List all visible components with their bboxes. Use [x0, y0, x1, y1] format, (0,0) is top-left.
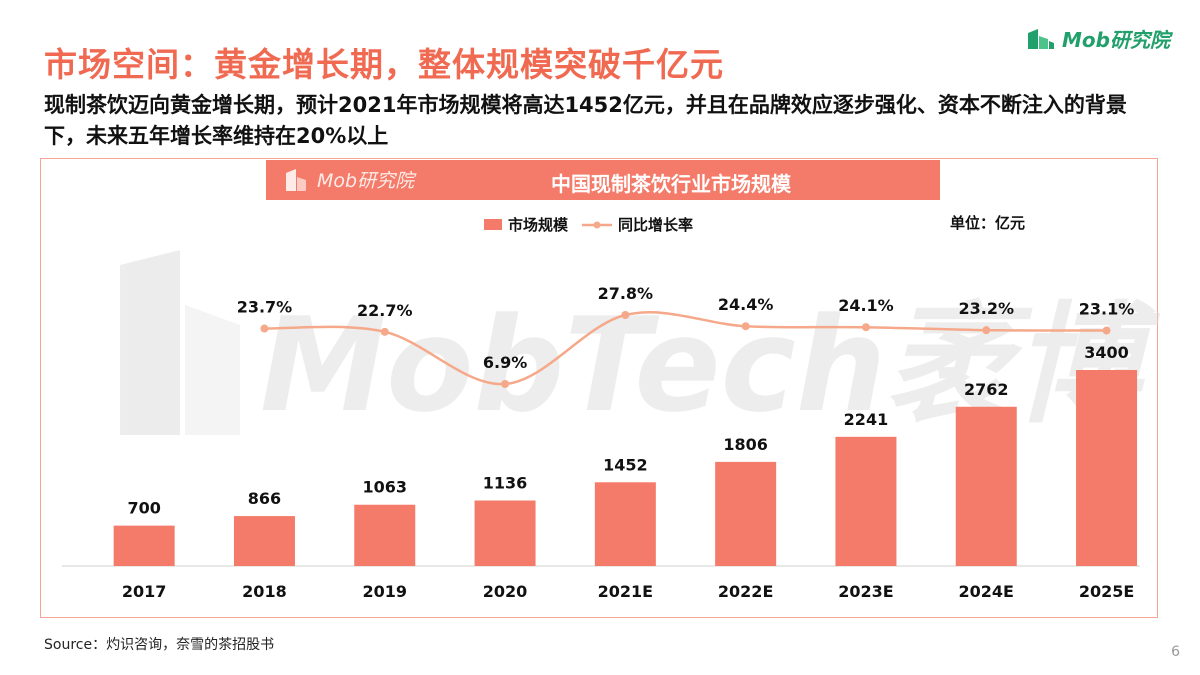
- bar-2025E: [1076, 370, 1138, 566]
- page-title: 市场空间：黄金增长期，整体规模突破千亿元: [44, 45, 724, 84]
- x-tick-2022E: 2022E: [718, 582, 773, 601]
- x-tick-2023E: 2023E: [838, 582, 893, 601]
- bar-2022E: [715, 461, 777, 566]
- growth-point-2019: [380, 327, 389, 336]
- growth-point-2023E: [861, 323, 870, 332]
- x-tick-2024E: 2024E: [959, 582, 1014, 601]
- bar-label-2018: 866: [248, 489, 281, 508]
- bar-2023E: [835, 436, 897, 566]
- legend-bar-swatch: [484, 219, 502, 230]
- bar-2018: [233, 516, 295, 566]
- growth-label-2022E: 24.4%: [718, 295, 774, 314]
- bar-label-2024E: 2762: [964, 380, 1009, 399]
- watermark-building-icon: [120, 250, 240, 435]
- growth-rate-line: [264, 311, 1107, 386]
- bar-2017: [113, 525, 175, 566]
- bar-label-2017: 700: [127, 499, 160, 518]
- growth-point-2025E: [1102, 326, 1111, 335]
- growth-point-2022E: [741, 322, 750, 331]
- x-tick-2020: 2020: [483, 582, 528, 601]
- mob-logo-icon: [1028, 28, 1055, 49]
- banner-mob-logo-icon: [286, 168, 306, 191]
- growth-label-2019: 22.7%: [357, 301, 413, 320]
- bar-2021E: [594, 482, 656, 566]
- bar-2019: [354, 504, 416, 566]
- x-tick-2025E: 2025E: [1079, 582, 1134, 601]
- bar-label-2022E: 1806: [723, 435, 768, 454]
- unit-label: 单位：亿元: [950, 214, 1026, 232]
- growth-label-2021E: 27.8%: [598, 284, 654, 303]
- banner-logo-text: Mob研究院: [317, 170, 415, 192]
- growth-label-2023E: 24.1%: [838, 296, 894, 315]
- legend-label-growth-rate: 同比增长率: [618, 216, 694, 234]
- bar-label-2023E: 2241: [844, 410, 889, 429]
- market-size-chart: 700 2017 866 2018 1063 2019 1136 2020 1452 2021E 1…: [62, 284, 1140, 601]
- logo-text: Mob研究院: [1062, 28, 1170, 52]
- page-subtitle: 现制茶饮迈向黄金增长期，预计2021年市场规模将高达1452亿元，并且在品牌效应…: [44, 93, 1127, 148]
- bar-label-2020: 1136: [483, 474, 528, 493]
- banner-logo: Mob研究院: [284, 166, 414, 193]
- source-note: Source：灼识咨询，奈雪的茶招股书: [44, 637, 275, 653]
- brand-logo: Mob研究院: [1026, 24, 1170, 53]
- growth-point-2024E: [982, 326, 991, 335]
- x-tick-2017: 2017: [122, 582, 167, 601]
- chart-banner: Mob研究院 中国现制茶饮行业市场规模: [266, 160, 940, 200]
- chart-frame: [40, 158, 1158, 618]
- bar-2020: [474, 500, 536, 566]
- legend-item-market-size: 市场规模: [484, 214, 568, 235]
- x-tick-2018: 2018: [242, 582, 287, 601]
- legend-item-growth-rate: 同比增长率: [582, 214, 693, 235]
- x-tick-2019: 2019: [362, 582, 407, 601]
- growth-point-2020: [501, 380, 510, 388]
- legend-label-market-size: 市场规模: [508, 216, 569, 234]
- chart-title: 中国现制茶饮行业市场规模: [551, 172, 791, 196]
- x-tick-2021E: 2021E: [598, 582, 653, 601]
- bar-label-2019: 1063: [362, 478, 407, 497]
- watermark: MobTech袤博: [120, 250, 1160, 441]
- chart-legend: 市场规模 同比增长率: [484, 214, 693, 235]
- growth-label-2024E: 23.2%: [958, 299, 1014, 318]
- growth-point-2021E: [621, 311, 630, 319]
- legend-line-swatch: [582, 221, 613, 228]
- page-number: 6: [1171, 644, 1180, 660]
- growth-label-2025E: 23.1%: [1079, 300, 1135, 319]
- growth-point-2018: [260, 324, 269, 333]
- bar-2024E: [955, 406, 1017, 566]
- growth-label-2020: 6.9%: [483, 353, 527, 372]
- bar-label-2025E: 3400: [1084, 343, 1129, 362]
- bar-label-2021E: 1452: [603, 455, 648, 474]
- growth-label-2018: 23.7%: [237, 298, 293, 317]
